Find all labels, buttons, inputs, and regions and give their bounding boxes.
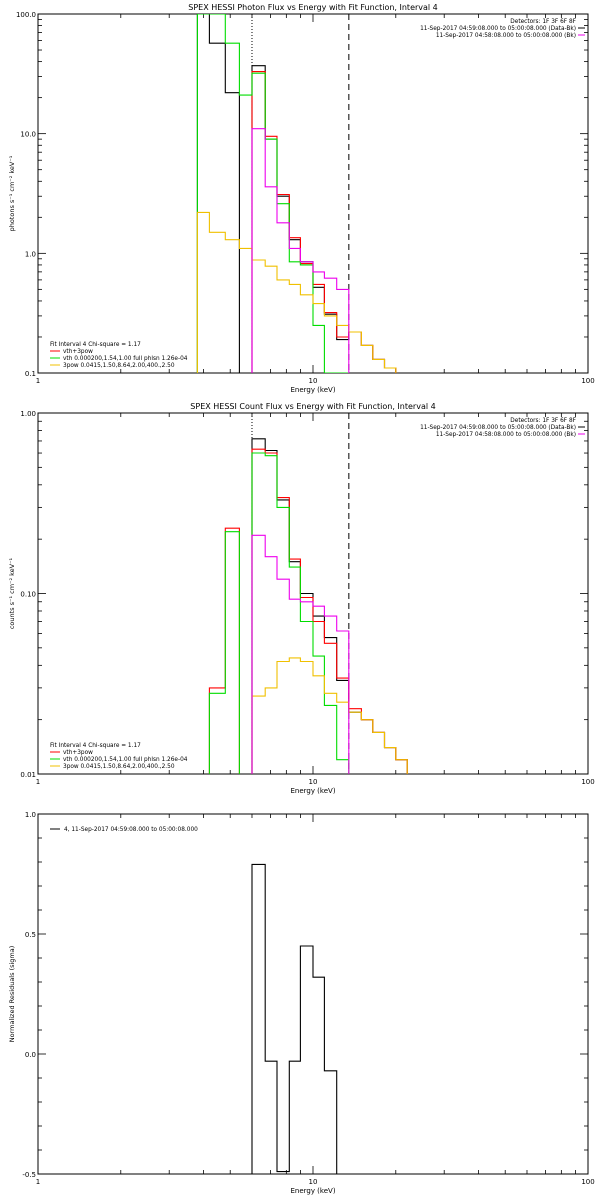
series-line (251, 128, 350, 373)
x-axis-label: Energy (keV) (290, 386, 335, 394)
x-tick-label: 10 (309, 377, 318, 385)
y-tick-label: 1.0 (25, 811, 36, 819)
y-tick-label: 0.1 (25, 370, 36, 378)
photon-flux-panel: SPEX HESSI Photon Flux vs Energy with Fi… (8, 3, 595, 394)
y-tick-label: 0.10 (20, 591, 36, 599)
y-tick-label: -0.5 (22, 1171, 36, 1179)
series-group (208, 438, 408, 774)
series-group (196, 14, 397, 373)
legend-entry: vth 0.000200,1.54,1.00 full phlsn 1.26e-… (63, 356, 188, 362)
count-flux-panel: SPEX HESSI Count Flux vs Energy with Fit… (8, 402, 595, 795)
legend-entry: 11-Sep-2017 04:58:08.000 to 05:00:08.000… (436, 432, 576, 438)
x-tick-label: 100 (581, 377, 594, 385)
y-axis-label: counts s⁻¹ cm⁻² keV⁻¹ (8, 557, 16, 629)
series-line (208, 452, 350, 774)
x-axis-label: Energy (keV) (290, 1187, 335, 1195)
series-line (251, 657, 408, 774)
y-tick-label: 0.5 (25, 931, 36, 939)
y-tick-label: 0.01 (20, 771, 36, 779)
y-tick-label: 0.0 (25, 1051, 36, 1059)
series-group (251, 863, 338, 1174)
y-tick-label: 1.0 (25, 250, 36, 258)
x-tick-label: 1 (36, 1178, 40, 1186)
legend-entry: vth+3pow (63, 349, 93, 355)
legend-entry: 11-Sep-2017 04:59:08.000 to 05:00:08.000… (420, 425, 576, 431)
series-line (251, 534, 350, 774)
y-axis-label: Normalized Residuals (sigma) (8, 946, 16, 1043)
legend-title: Fit Interval 4 Chi-square = 1.17 (50, 743, 141, 749)
legend-title: Fit Interval 4 Chi-square = 1.17 (50, 342, 141, 348)
x-tick-label: 1 (36, 778, 40, 786)
legend-entry: 3pow 0.0415,1.50,8.64,2.00,400.,2.50 (63, 764, 175, 770)
series-line (251, 863, 338, 1174)
residuals-panel: 1 10 100 Energy (keV) -0.5 0.0 0.5 1.0 Normalize… (8, 811, 595, 1195)
legend-entry: Detectors: 1F 3F 6F 8F (510, 19, 576, 25)
y-axis-label: photons s⁻¹ cm⁻² keV⁻¹ (8, 155, 16, 231)
x-axis-label: Energy (keV) (290, 787, 335, 795)
y-tick-label: 1.00 (20, 410, 36, 418)
series-line (196, 211, 397, 373)
y-tick-label: 100.0 (16, 11, 36, 19)
chart-title: SPEX HESSI Count Flux vs Energy with Fit… (190, 402, 435, 411)
x-tick-label: 10 (309, 778, 318, 786)
legend-entry: Detectors: 1F 3F 6F 8F (510, 418, 576, 424)
x-tick-label: 100 (581, 778, 594, 786)
y-tick-label: 10.0 (20, 131, 36, 139)
x-tick-label: 100 (581, 1178, 594, 1186)
series-line (196, 14, 240, 373)
chart-title: SPEX HESSI Photon Flux vs Energy with Fi… (188, 3, 438, 12)
legend-entry: 11-Sep-2017 04:58:08.000 to 05:00:08.000… (436, 33, 576, 39)
legend-entry: vth 0.000200,1.54,1.00 full phlsn 1.26e-… (63, 757, 188, 763)
legend-entry: vth+3pow (63, 750, 93, 756)
x-tick-label: 1 (36, 377, 40, 385)
plot-frame (37, 813, 589, 1175)
legend-entry: 3pow 0.0415,1.50,8.64,2.00,400.,2.50 (63, 363, 175, 369)
series-line (251, 438, 408, 774)
legend-entry: 11-Sep-2017 04:59:08.000 to 05:00:08.000… (420, 26, 576, 32)
legend-entry: 4, 11-Sep-2017 04:59:08.000 to 05:00:08.… (64, 827, 198, 833)
series-line (196, 14, 349, 373)
x-tick-label: 10 (309, 1178, 318, 1186)
